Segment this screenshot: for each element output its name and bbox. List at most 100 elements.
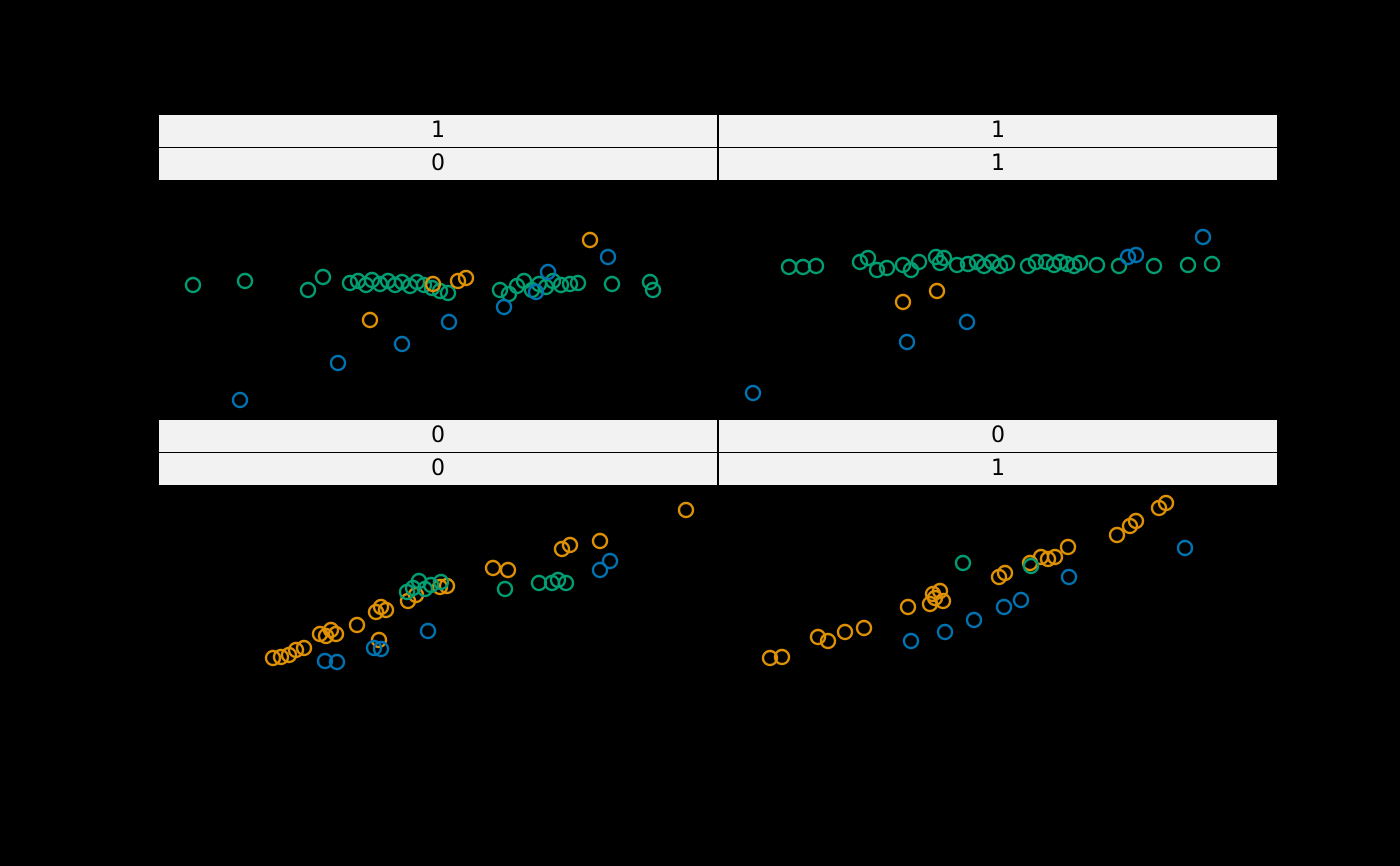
scatter-point-green bbox=[557, 574, 575, 592]
scatter-point-green bbox=[603, 275, 621, 293]
scatter-point-orange bbox=[591, 532, 609, 550]
scatter-point-orange bbox=[377, 601, 395, 619]
scatter-point-green bbox=[515, 272, 533, 290]
scatter-point-orange bbox=[561, 536, 579, 554]
scatter-point-orange bbox=[1108, 526, 1126, 544]
scatter-point-orange bbox=[361, 311, 379, 329]
scatter-point-green bbox=[561, 275, 579, 293]
scatter-point-green bbox=[1203, 255, 1221, 273]
scatter-point-green bbox=[299, 281, 317, 299]
table-cell: 0 bbox=[718, 419, 1278, 453]
scatter-point-green bbox=[341, 274, 359, 292]
scatter-point-blue bbox=[902, 632, 920, 650]
subplot-table-top-left: 1 0 bbox=[158, 114, 718, 181]
scatter-point-green bbox=[975, 257, 993, 275]
scatter-point-blue bbox=[1119, 248, 1137, 266]
scatter-point-green bbox=[1019, 257, 1037, 275]
scatter-point-blue bbox=[898, 333, 916, 351]
scatter-point-green bbox=[1088, 256, 1106, 274]
scatter-point-orange bbox=[996, 564, 1014, 582]
scatter-point-blue bbox=[936, 623, 954, 641]
scatter-point-blue bbox=[440, 313, 458, 331]
scatter-point-green bbox=[363, 271, 381, 289]
table-cell: 1 bbox=[718, 114, 1278, 148]
scatter-point-blue bbox=[591, 561, 609, 579]
scatter-point-orange bbox=[264, 649, 282, 667]
subplot-table-bottom-right: 0 1 bbox=[718, 419, 1278, 486]
scatter-point-orange bbox=[836, 623, 854, 641]
scatter-point-orange bbox=[928, 282, 946, 300]
scatter-point-blue bbox=[958, 313, 976, 331]
scatter-point-green bbox=[569, 274, 587, 292]
scatter-point-blue bbox=[495, 298, 513, 316]
scatter-point-green bbox=[954, 554, 972, 572]
scatter-point-blue bbox=[965, 611, 983, 629]
scatter-point-blue bbox=[372, 640, 390, 658]
subplot-table-bottom-left: 0 0 bbox=[158, 419, 718, 486]
scatter-point-green bbox=[935, 249, 953, 267]
scatter-point-orange bbox=[499, 561, 517, 579]
scatter-point-green bbox=[552, 276, 570, 294]
scatter-point-orange bbox=[370, 631, 388, 649]
table-cell: 0 bbox=[158, 148, 718, 181]
scatter-point-green bbox=[236, 272, 254, 290]
scatter-point-orange bbox=[457, 269, 475, 287]
scatter-point-orange bbox=[894, 293, 912, 311]
scatter-point-blue bbox=[365, 639, 383, 657]
scatter-point-orange bbox=[327, 625, 345, 643]
scatter-point-green bbox=[641, 273, 659, 291]
scatter-point-green bbox=[1145, 257, 1163, 275]
scatter-point-green bbox=[496, 580, 514, 598]
scatter-point-blue bbox=[419, 622, 437, 640]
scatter-point-orange bbox=[449, 272, 467, 290]
scatter-point-blue bbox=[1127, 246, 1145, 264]
scatter-point-orange bbox=[287, 641, 305, 659]
scatter-point-blue bbox=[1060, 568, 1078, 586]
scatter-point-blue bbox=[1194, 228, 1212, 246]
scatter-point-blue bbox=[231, 391, 249, 409]
scatter-point-blue bbox=[1176, 539, 1194, 557]
scatter-point-green bbox=[1179, 256, 1197, 274]
scatter-point-orange bbox=[1039, 550, 1057, 568]
scatter-point-orange bbox=[424, 275, 442, 293]
scatter-point-orange bbox=[553, 540, 571, 558]
scatter-point-blue bbox=[328, 653, 346, 671]
scatter-point-orange bbox=[761, 649, 779, 667]
scatter-point-blue bbox=[527, 283, 545, 301]
scatter-point-green bbox=[314, 268, 332, 286]
scatter-point-orange bbox=[1127, 512, 1145, 530]
scatter-point-green bbox=[868, 261, 886, 279]
scatter-point-green bbox=[998, 254, 1016, 272]
scatter-point-blue bbox=[601, 552, 619, 570]
scatter-point-orange bbox=[484, 559, 502, 577]
scatter-point-blue bbox=[316, 652, 334, 670]
scatter-point-green bbox=[1071, 254, 1089, 272]
scatter-point-orange bbox=[295, 639, 313, 657]
scatter-point-green bbox=[910, 253, 928, 271]
scatter-point-green bbox=[184, 276, 202, 294]
scatter-point-green bbox=[1022, 557, 1040, 575]
scatter-point-green bbox=[644, 281, 662, 299]
table-cell: 1 bbox=[158, 114, 718, 148]
scatter-point-orange bbox=[348, 616, 366, 634]
scatter-point-blue bbox=[539, 263, 557, 281]
scatter-point-green bbox=[878, 259, 896, 277]
scatter-point-orange bbox=[934, 592, 952, 610]
scatter-point-green bbox=[780, 258, 798, 276]
scatter-point-green bbox=[422, 576, 440, 594]
scatter-point-green bbox=[491, 281, 509, 299]
scatter-point-green bbox=[544, 272, 562, 290]
scatter-point-orange bbox=[899, 598, 917, 616]
scatter-point-green bbox=[1110, 257, 1128, 275]
scatter-point-blue bbox=[1012, 591, 1030, 609]
scatter-point-orange bbox=[931, 582, 949, 600]
scatter-point-green bbox=[948, 256, 966, 274]
scatter-point-blue bbox=[599, 248, 617, 266]
scatter-point-green bbox=[859, 249, 877, 267]
scatter-point-green bbox=[1037, 253, 1055, 271]
scatter-point-green bbox=[415, 276, 433, 294]
scatter-point-green bbox=[851, 253, 869, 271]
scatter-point-blue bbox=[744, 384, 762, 402]
